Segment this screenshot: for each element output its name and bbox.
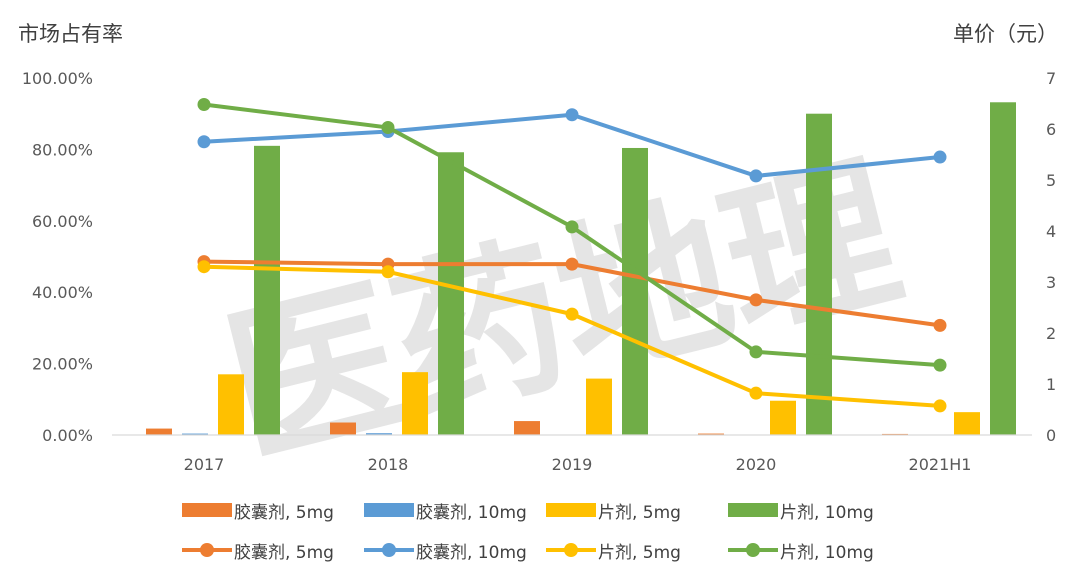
y-left-tick-label: 80.00% <box>32 140 93 159</box>
legend-swatch-bar <box>364 503 414 517</box>
line-point-series4-2017 <box>197 98 211 112</box>
y-right-axis-title: 单价（元） <box>953 22 1058 46</box>
bar-series3-2019 <box>586 378 612 435</box>
legend-swatch-bar <box>546 503 596 517</box>
legend-item-bar-2: 胶囊剂, 10mg <box>364 494 527 526</box>
line-point-series3-2017 <box>197 260 211 274</box>
legend-item-bar-1: 胶囊剂, 5mg <box>182 494 334 526</box>
line-point-series3-2018 <box>381 265 395 279</box>
legend-item-bar-4: 片剂, 10mg <box>728 494 874 526</box>
line-point-series4-2018 <box>381 120 395 134</box>
line-point-series2-2020 <box>749 169 763 183</box>
legend-swatch-bar <box>182 503 232 517</box>
bar-series3-2020 <box>770 400 796 435</box>
legend-item-bar-3: 片剂, 5mg <box>546 494 681 526</box>
bar-series4-2018 <box>438 152 464 436</box>
legend-label: 胶囊剂, 5mg <box>234 542 334 563</box>
line-point-series4-2021H1 <box>933 358 947 372</box>
x-tick-label: 2018 <box>368 455 409 474</box>
legend-swatch-line <box>728 543 778 557</box>
legend-label: 胶囊剂, 10mg <box>416 502 527 523</box>
y-right-tick-label: 7 <box>1046 69 1056 88</box>
bar-series1-2020 <box>698 433 724 435</box>
line-point-series4-2020 <box>749 345 763 359</box>
bar-series1-2018 <box>330 422 356 435</box>
legend-row-lines: 胶囊剂, 5mg 胶囊剂, 10mg 片剂, 5mg 片剂, 10mg <box>182 534 942 574</box>
y-right-tick-label: 1 <box>1046 375 1056 394</box>
y-left-tick-label: 40.00% <box>32 283 93 302</box>
y-right-tick-label: 4 <box>1046 222 1056 241</box>
legend-label: 片剂, 10mg <box>780 502 874 523</box>
legend-row-bars: 胶囊剂, 5mg 胶囊剂, 10mg 片剂, 5mg 片剂, 10mg <box>182 494 942 534</box>
x-tick-label: 2021H1 <box>909 455 972 474</box>
bar-series4-2020 <box>806 113 832 435</box>
y-right-tick-label: 3 <box>1046 273 1056 292</box>
legend-item-line-3: 片剂, 5mg <box>546 534 681 566</box>
legend-item-line-2: 胶囊剂, 10mg <box>364 534 527 566</box>
x-tick-label: 2020 <box>736 455 777 474</box>
axes-layer: 0.00% 20.00% 40.00% 60.00% 80.00% 100.00% 0 1 2 3… <box>22 69 1056 474</box>
legend-item-line-1: 胶囊剂, 5mg <box>182 534 334 566</box>
legend-label: 片剂, 10mg <box>780 542 874 563</box>
bar-series2-2018 <box>366 433 392 435</box>
legend-swatch-line <box>182 543 232 557</box>
lines-layer <box>197 98 947 413</box>
bar-series1-2019 <box>514 421 540 435</box>
line-point-series3-2020 <box>749 386 763 400</box>
x-tick-label: 2017 <box>184 455 225 474</box>
line-point-series2-2017 <box>197 135 211 149</box>
chart-legend: 胶囊剂, 5mg 胶囊剂, 10mg 片剂, 5mg 片剂, 10mg 胶囊剂, 5m… <box>182 494 942 574</box>
y-right-tick-label: 5 <box>1046 171 1056 190</box>
legend-swatch-bar <box>728 503 778 517</box>
bar-series2-2017 <box>182 433 208 435</box>
y-left-tick-label: 0.00% <box>42 426 93 445</box>
line-point-series2-2021H1 <box>933 150 947 164</box>
legend-label: 胶囊剂, 10mg <box>416 542 527 563</box>
bar-series4-2021H1 <box>990 102 1016 435</box>
y-right-tick-label: 2 <box>1046 324 1056 343</box>
bar-series1-2017 <box>146 428 172 435</box>
y-left-tick-label: 60.00% <box>32 212 93 231</box>
bar-series4-2019 <box>622 147 648 436</box>
y-right-tick-label: 0 <box>1046 426 1056 445</box>
legend-item-line-4: 片剂, 10mg <box>728 534 874 566</box>
line-point-series1-2019 <box>565 257 579 271</box>
bar-series3-2017 <box>218 374 244 435</box>
bar-series3-2018 <box>402 372 428 435</box>
x-tick-label: 2019 <box>552 455 593 474</box>
legend-label: 胶囊剂, 5mg <box>234 502 334 523</box>
y-right-tick-label: 6 <box>1046 120 1056 139</box>
line-point-series4-2019 <box>565 220 579 234</box>
y-left-axis-title: 市场占有率 <box>18 22 123 46</box>
y-left-tick-label: 100.00% <box>22 69 93 88</box>
bar-series4-2017 <box>254 145 280 435</box>
line-point-series1-2021H1 <box>933 318 947 332</box>
line-point-series1-2020 <box>749 293 763 307</box>
legend-label: 片剂, 5mg <box>598 542 681 563</box>
bar-series3-2021H1 <box>954 412 980 435</box>
line-point-series2-2019 <box>565 108 579 122</box>
y-left-tick-label: 20.00% <box>32 355 93 374</box>
legend-label: 片剂, 5mg <box>598 502 681 523</box>
legend-swatch-line <box>364 543 414 557</box>
legend-swatch-line <box>546 543 596 557</box>
line-point-series3-2021H1 <box>933 399 947 413</box>
line-point-series3-2019 <box>565 307 579 321</box>
